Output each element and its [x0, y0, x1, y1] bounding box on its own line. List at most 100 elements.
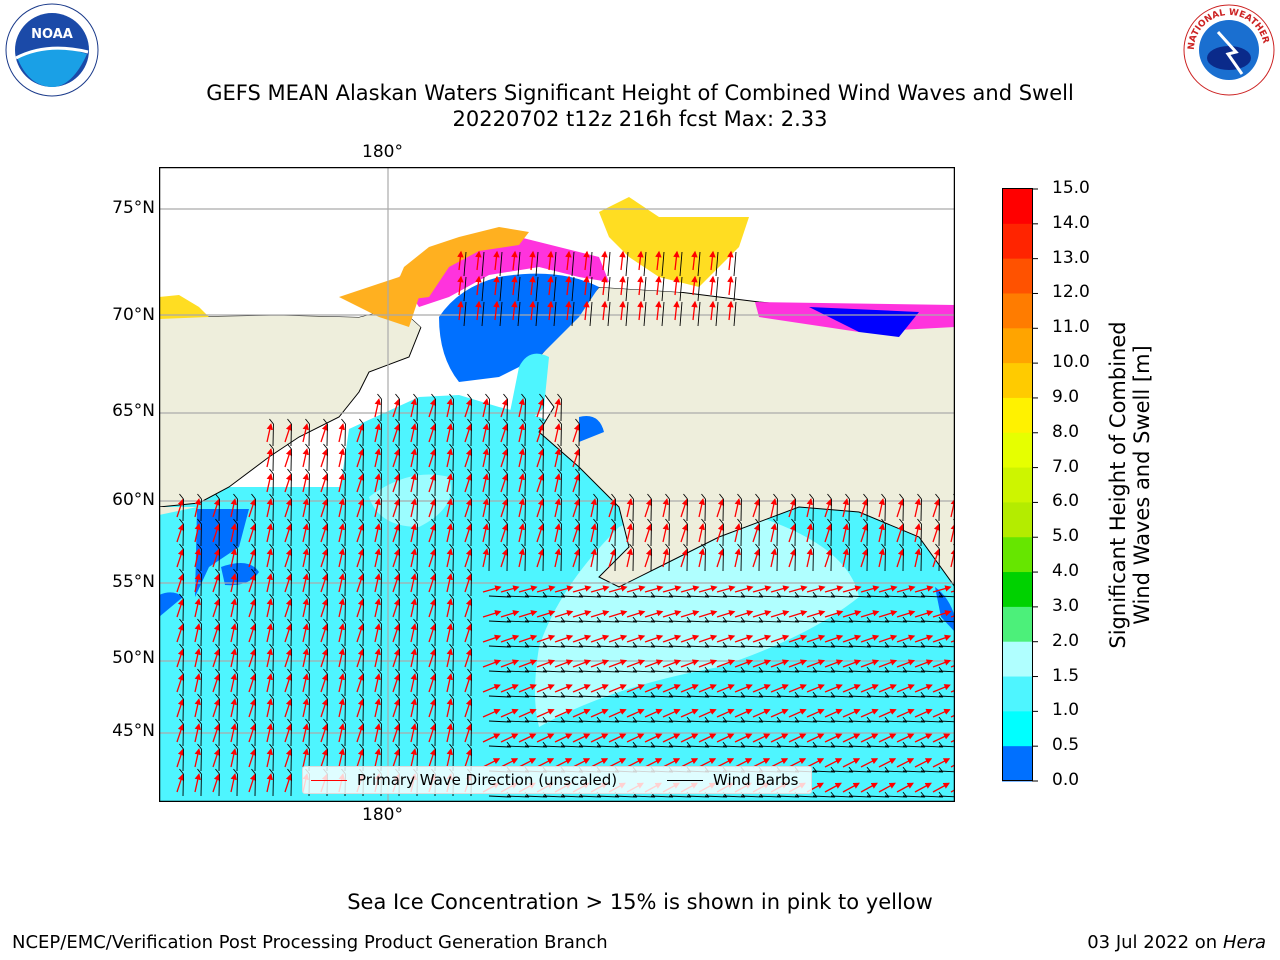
wave-arrow: [266, 648, 273, 668]
wind-barb-flag: [845, 518, 850, 525]
wave-arrow: [212, 673, 221, 693]
wave-arrow: [547, 300, 554, 321]
wind-barb-flag: [575, 443, 580, 450]
wave-arrow: [824, 498, 833, 518]
wind-barb-flag: [701, 543, 706, 550]
wave-arrow: [619, 275, 626, 296]
wind-barb: [740, 720, 763, 723]
wind-barb-flag: [215, 768, 220, 775]
wave-arrow: [716, 585, 736, 593]
wind-barb-flag: [413, 568, 418, 575]
wind-barb: [614, 720, 637, 723]
wave-arrow: [680, 498, 689, 518]
wind-barb-flag: [431, 493, 436, 500]
wind-barb: [758, 620, 781, 623]
wind-barb-flag: [467, 543, 472, 550]
lat-label-60: 60°N: [112, 490, 155, 510]
wind-barb: [506, 670, 529, 673]
colorbar-tick-label: 11.0: [1052, 317, 1090, 338]
wind-barb: [668, 645, 691, 648]
wave-arrow: [511, 250, 518, 271]
wave-arrow: [842, 548, 849, 568]
wind-barb: [920, 795, 943, 798]
wave-arrow: [626, 758, 645, 768]
colorbar-tick-label: 8.0: [1052, 421, 1080, 442]
wave-arrow: [374, 748, 381, 768]
wind-barb: [481, 276, 485, 302]
wind-barb-flag: [449, 543, 454, 550]
wave-arrow: [428, 423, 437, 443]
wave-arrow: [572, 610, 592, 618]
low-wave-coast-east: [935, 587, 955, 632]
wave-arrow: [320, 598, 329, 618]
wave-arrow: [680, 708, 699, 718]
wind-barb-flag: [305, 743, 310, 750]
wind-barb-flag: [629, 518, 634, 525]
wave-arrow: [572, 423, 581, 443]
wave-arrow: [392, 448, 401, 468]
wave-arrow: [896, 758, 915, 768]
wave-arrow: [518, 758, 537, 768]
colorbar-segment: [1002, 711, 1032, 747]
wind-barb-flag: [251, 718, 256, 725]
wind-barb-flag: [359, 668, 364, 675]
wind-barb: [481, 251, 485, 277]
wind-barb-flag: [773, 543, 778, 550]
wave-arrow: [320, 648, 329, 668]
wind-barb: [488, 795, 511, 798]
wind-barb: [686, 795, 709, 798]
wind-barb: [535, 251, 539, 277]
wave-arrow: [266, 773, 273, 793]
wave-arrow: [572, 659, 592, 668]
wind-barb-flag: [485, 468, 490, 475]
wave-arrow: [770, 733, 789, 743]
wave-arrow: [410, 498, 417, 518]
wind-barb: [794, 720, 817, 723]
wave-arrow: [734, 708, 753, 718]
wave-arrow: [824, 634, 844, 643]
sea-ice-note: Sea Ice Concentration > 15% is shown in …: [347, 890, 933, 914]
wind-barb-flag: [377, 743, 382, 750]
wind-barb-flag: [215, 543, 220, 550]
wind-barb-flag: [557, 468, 562, 475]
wave-arrow: [536, 448, 545, 468]
lon-label-bottom: 180°: [362, 805, 403, 825]
wind-barb: [722, 645, 745, 648]
wave-arrow: [554, 473, 561, 493]
wave-arrow: [428, 598, 437, 618]
wind-barb: [686, 720, 709, 723]
wind-barb-flag: [413, 468, 418, 475]
wind-barb-flag: [323, 718, 328, 725]
wave-arrow: [320, 673, 329, 693]
wind-barb: [542, 595, 565, 598]
wave-arrow: [284, 748, 293, 768]
wind-barb: [571, 276, 575, 302]
wind-barb: [830, 770, 853, 773]
wind-barb-flag: [593, 493, 598, 500]
low-wave-band: [195, 509, 249, 597]
wave-arrow: [788, 610, 808, 618]
wave-arrow: [338, 448, 345, 468]
wind-barb-flag: [413, 443, 418, 450]
wind-barb-flag: [431, 718, 436, 725]
wave-arrow: [752, 498, 761, 518]
wind-barb: [553, 251, 557, 277]
wave-arrow: [176, 648, 185, 668]
wind-barb-flag: [341, 593, 346, 600]
wave-arrow: [356, 448, 365, 468]
wave-arrow: [284, 598, 293, 618]
wave-arrow: [932, 523, 941, 543]
lat-label-75: 75°N: [112, 198, 155, 218]
wind-barb-flag: [467, 568, 472, 575]
wind-barb-flag: [233, 618, 238, 625]
wave-arrow: [248, 623, 257, 643]
wind-barb: [578, 595, 601, 598]
wave-arrow: [914, 585, 934, 593]
wave-arrow: [194, 548, 201, 568]
wave-arrow: [572, 523, 581, 543]
wind-barb-flag: [647, 493, 652, 500]
wave-arrow: [806, 548, 813, 568]
wind-barb: [560, 595, 583, 598]
wave-arrow: [547, 250, 554, 271]
wave-arrow: [644, 708, 663, 718]
